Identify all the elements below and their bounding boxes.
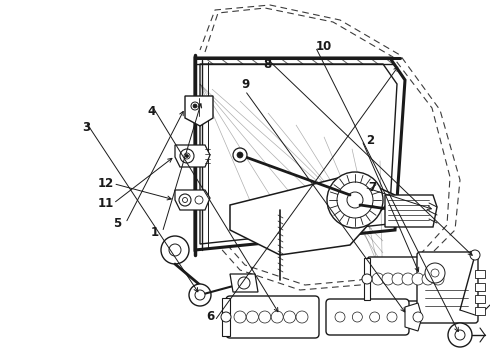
Polygon shape: [475, 270, 485, 278]
Text: 3: 3: [82, 121, 90, 134]
Circle shape: [193, 104, 197, 108]
Polygon shape: [405, 303, 422, 331]
Circle shape: [389, 204, 401, 216]
Circle shape: [387, 312, 397, 322]
Circle shape: [191, 102, 199, 110]
FancyBboxPatch shape: [226, 296, 319, 338]
Circle shape: [182, 198, 188, 202]
Circle shape: [455, 330, 465, 340]
Circle shape: [221, 312, 231, 322]
Text: 4: 4: [148, 105, 156, 118]
Circle shape: [337, 182, 373, 218]
Circle shape: [327, 172, 383, 228]
Polygon shape: [195, 58, 405, 250]
Polygon shape: [175, 190, 210, 210]
Circle shape: [432, 273, 444, 285]
Circle shape: [246, 311, 258, 323]
FancyBboxPatch shape: [326, 299, 409, 335]
Circle shape: [238, 277, 250, 289]
Circle shape: [425, 263, 445, 283]
Text: 6: 6: [207, 310, 215, 323]
Circle shape: [161, 236, 189, 264]
Circle shape: [189, 284, 211, 306]
Polygon shape: [230, 175, 395, 255]
Circle shape: [448, 323, 472, 347]
FancyBboxPatch shape: [417, 252, 478, 323]
Circle shape: [180, 149, 194, 163]
Circle shape: [284, 311, 295, 323]
Polygon shape: [364, 258, 370, 300]
Circle shape: [412, 273, 424, 285]
Circle shape: [382, 273, 394, 285]
Polygon shape: [475, 295, 485, 303]
Circle shape: [335, 312, 345, 322]
Circle shape: [413, 312, 423, 322]
Text: 10: 10: [315, 40, 332, 53]
Text: 12: 12: [97, 177, 114, 190]
Text: 1: 1: [150, 226, 158, 239]
Circle shape: [392, 273, 404, 285]
Circle shape: [296, 311, 308, 323]
Polygon shape: [230, 274, 258, 292]
Polygon shape: [475, 307, 485, 315]
Circle shape: [271, 311, 283, 323]
Circle shape: [179, 194, 191, 206]
Polygon shape: [175, 145, 210, 167]
Circle shape: [362, 274, 372, 284]
Polygon shape: [200, 64, 397, 244]
Circle shape: [402, 273, 414, 285]
Polygon shape: [185, 96, 213, 126]
Circle shape: [259, 311, 271, 323]
Circle shape: [470, 250, 480, 260]
Circle shape: [372, 273, 384, 285]
Circle shape: [369, 312, 380, 322]
Circle shape: [195, 290, 205, 300]
Text: 8: 8: [263, 58, 271, 71]
Circle shape: [233, 148, 247, 162]
Text: 11: 11: [97, 197, 114, 210]
Circle shape: [347, 192, 363, 208]
Polygon shape: [222, 298, 230, 336]
Text: 2: 2: [366, 134, 374, 147]
Circle shape: [184, 153, 190, 159]
Circle shape: [195, 196, 203, 204]
FancyBboxPatch shape: [367, 257, 453, 301]
Text: 7: 7: [368, 181, 376, 194]
Polygon shape: [475, 283, 485, 291]
Circle shape: [234, 311, 246, 323]
Polygon shape: [385, 195, 437, 227]
Circle shape: [169, 244, 181, 256]
Circle shape: [422, 273, 434, 285]
Circle shape: [431, 269, 439, 277]
Text: 9: 9: [241, 78, 249, 91]
Text: 5: 5: [114, 217, 122, 230]
Circle shape: [352, 312, 362, 322]
Circle shape: [186, 154, 189, 158]
Circle shape: [237, 152, 243, 158]
